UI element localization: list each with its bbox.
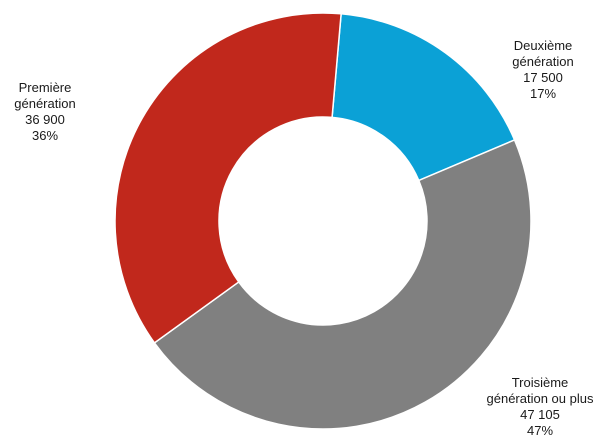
slice-label-premiere: Première génération 36 900 36% xyxy=(4,80,86,144)
donut-slice-1 xyxy=(153,138,532,430)
donut-slice-2 xyxy=(114,12,342,344)
slice-value-label: 47 105 xyxy=(520,407,560,422)
slice-name-line: génération xyxy=(512,54,574,69)
slice-name-line: génération xyxy=(14,96,76,111)
slice-name-line: Deuxième xyxy=(513,38,573,53)
donut-slice-0 xyxy=(331,12,516,182)
slice-percent-label: 47% xyxy=(526,423,554,438)
slice-name-line: Troisième xyxy=(511,375,569,390)
slice-value-label: 17 500 xyxy=(523,70,563,85)
slice-name-line: génération ou plus xyxy=(486,391,594,406)
slice-value-label: 36 900 xyxy=(25,112,65,127)
slice-percent-label: 17% xyxy=(529,86,557,101)
slice-label-deuxieme: Deuxième génération 17 500 17% xyxy=(498,38,588,102)
slice-name-line: Première xyxy=(18,80,72,95)
slice-label-troisieme: Troisième génération ou plus 47 105 47% xyxy=(478,375,602,439)
slice-percent-label: 36% xyxy=(31,128,59,143)
